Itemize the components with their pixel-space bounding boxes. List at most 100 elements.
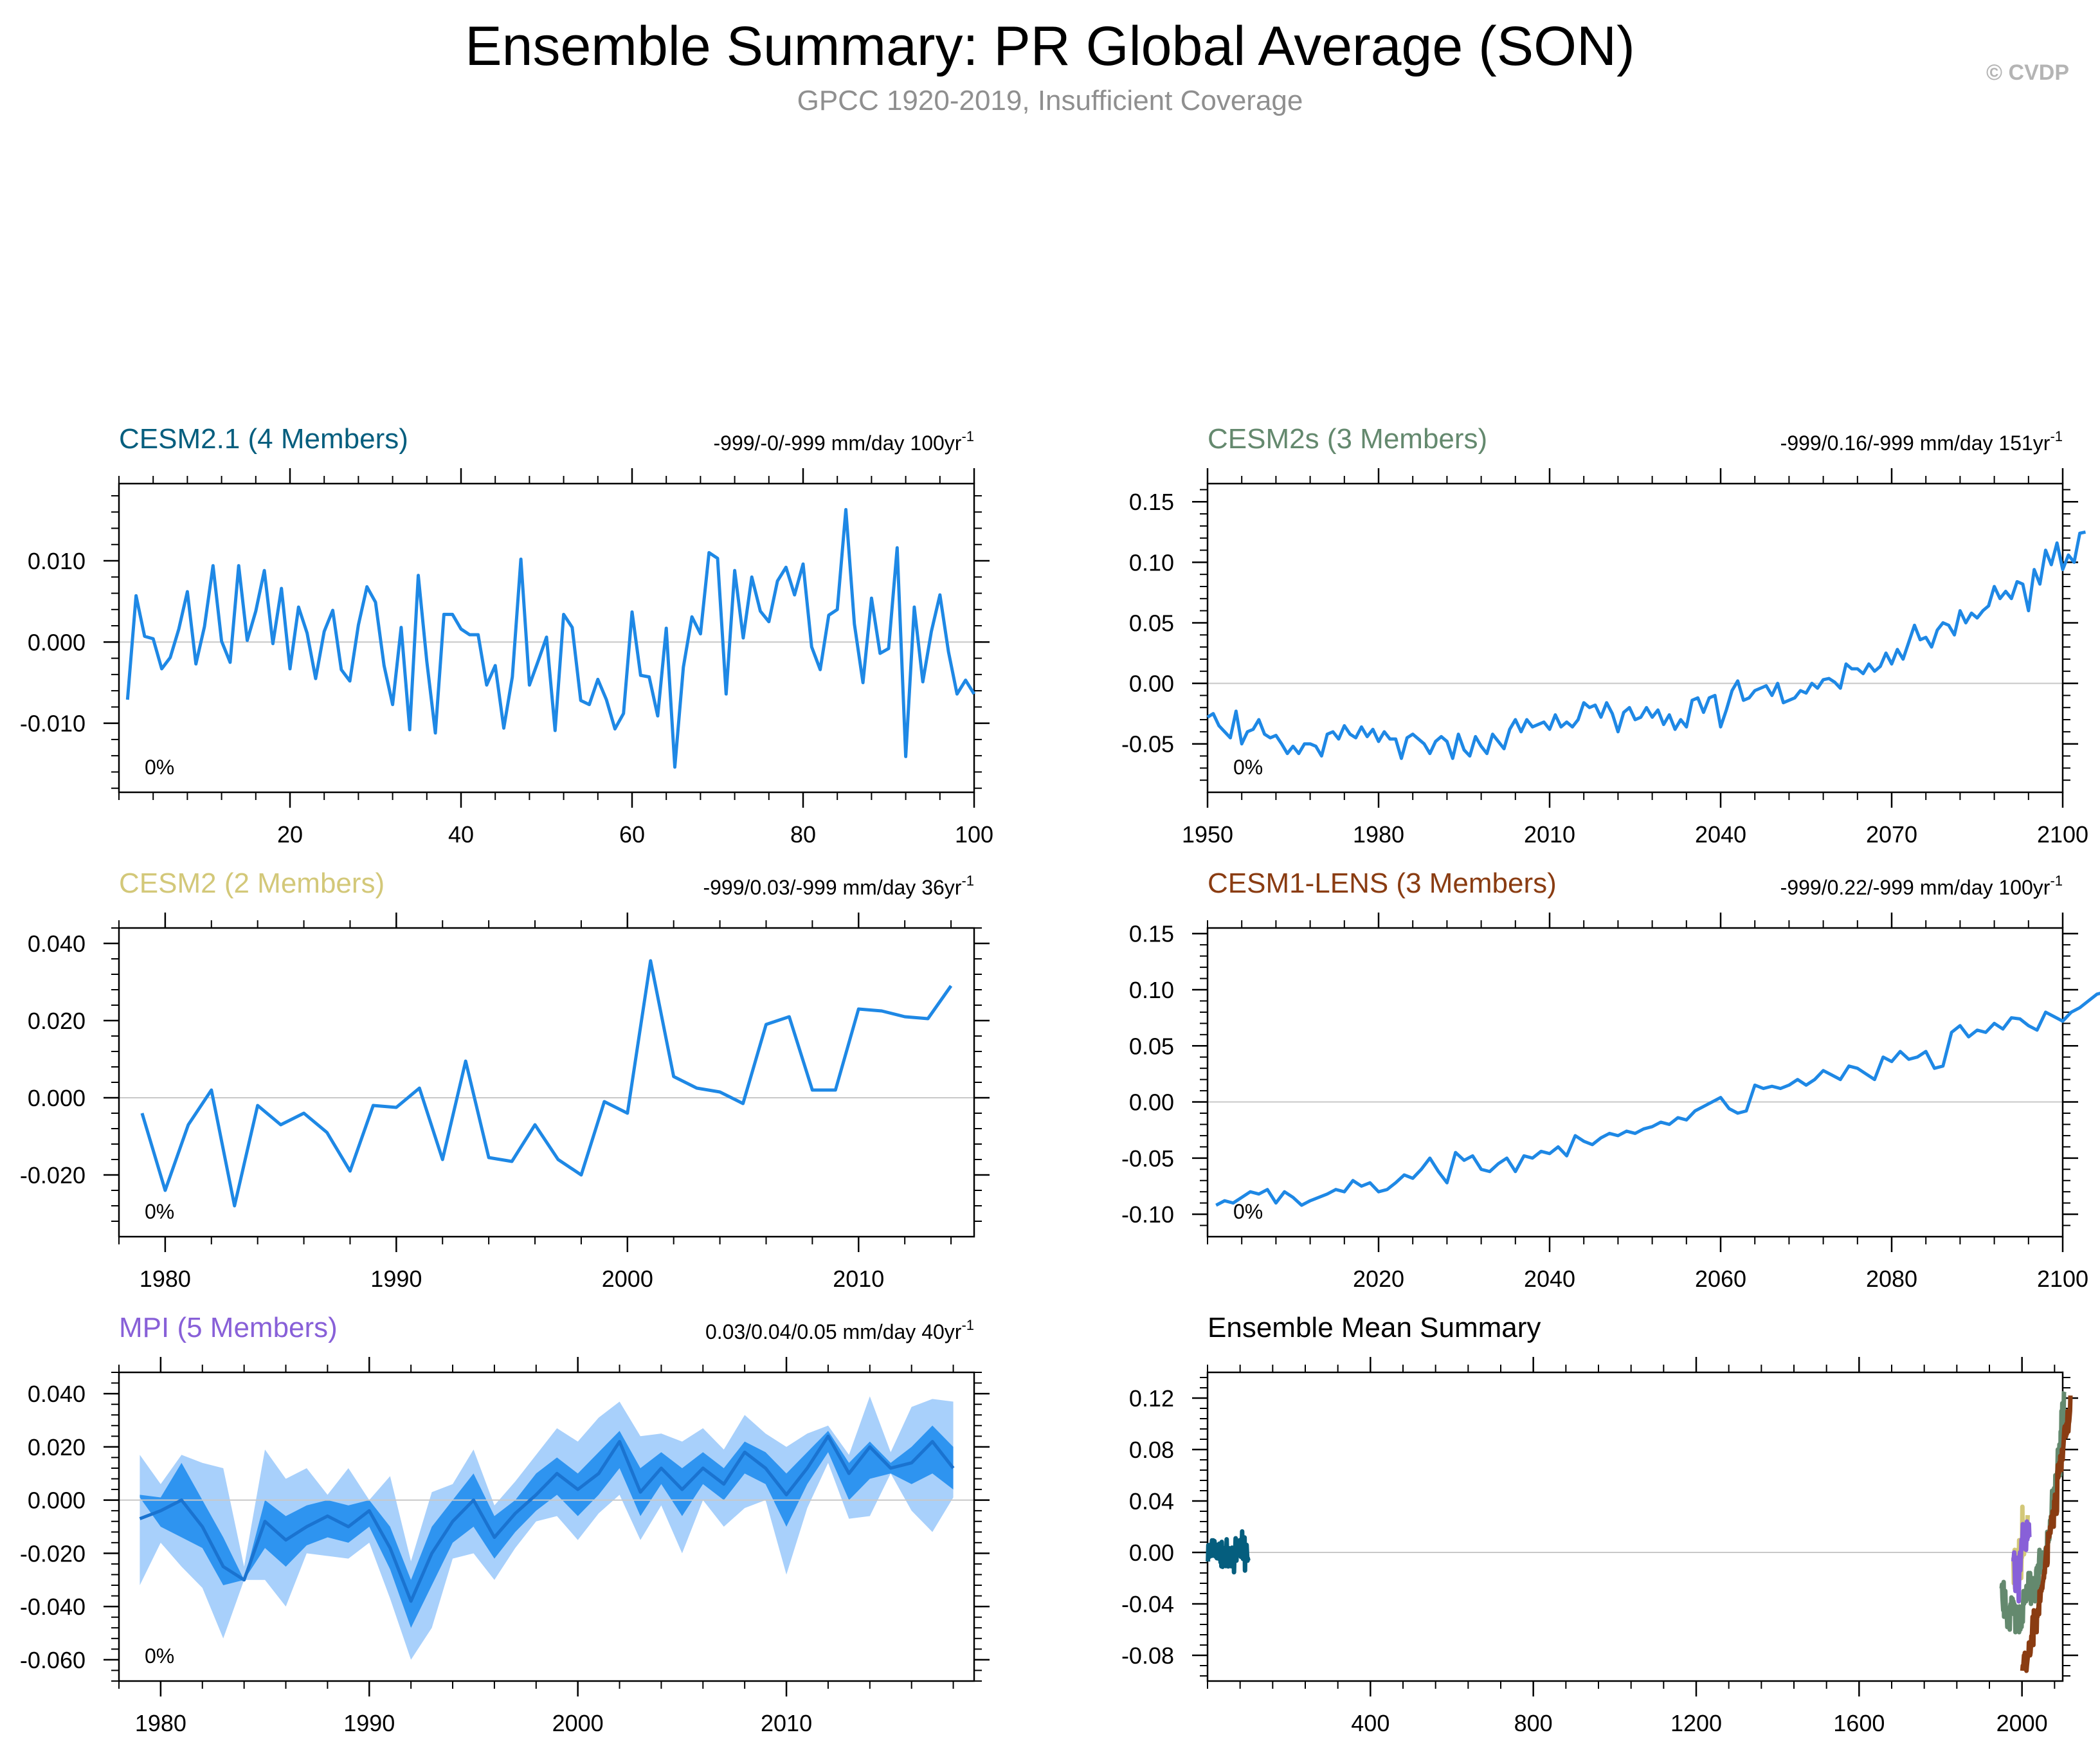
interquartile-band [140, 1425, 954, 1628]
y-tick-label: 0.08 [1129, 1437, 1174, 1463]
figure-title: Ensemble Summary: PR Global Average (SON… [465, 15, 1635, 77]
y-tick-label: -0.020 [20, 1540, 86, 1567]
x-tick-label: 1990 [370, 1266, 422, 1292]
panel-cesm1lens: 2020 2040 2060 2080 2100 -0.10 -0.05 0.00 0.05 0.… [1121, 868, 2100, 1292]
y-tick-label: 0.10 [1129, 977, 1174, 1003]
x-tick-label: 1950 [1182, 821, 1233, 848]
x-tick-label: 2060 [1695, 1266, 1746, 1292]
summary-line-cesm21 [1206, 1529, 1251, 1575]
y-tick-label: 0.00 [1129, 1540, 1174, 1566]
y-tick-label: -0.060 [20, 1647, 86, 1673]
y-tick-label: -0.020 [20, 1162, 86, 1188]
trend-label: -999/0.22/-999 mm/day 100yr-1 [1780, 873, 2063, 899]
y-tick-label: -0.010 [20, 711, 86, 737]
ensemble-mean-line [139, 1434, 955, 1603]
x-tick-label: 20 [277, 821, 303, 848]
series-line-cesm2 [140, 959, 953, 1208]
trend-label: -999/-0/-999 mm/day 100yr-1 [713, 428, 974, 455]
panel-title: CESM2.1 (4 Members) [119, 423, 408, 455]
trend-label: -999/0.03/-999 mm/day 36yr-1 [703, 873, 974, 899]
y-tick-label: 0.15 [1129, 489, 1174, 515]
plot-frame [118, 482, 975, 794]
y-tick-label: -0.05 [1121, 731, 1174, 758]
plot-frame [118, 927, 975, 1238]
coverage-label: 0% [145, 1644, 174, 1668]
x-tick-label: 2100 [2037, 821, 2088, 848]
y-tick-label: 0.15 [1129, 921, 1174, 947]
plot-frame [1206, 1371, 2064, 1682]
y-tick-label: 0.00 [1129, 671, 1174, 697]
y-tick-label: -0.05 [1121, 1145, 1174, 1172]
plot-frame [1206, 482, 2064, 794]
x-tick-label: 80 [790, 821, 816, 848]
figure-subtitle: GPCC 1920-2019, Insufficient Coverage [797, 85, 1303, 116]
plot-frame [1206, 927, 2064, 1238]
panel-cesm2: 1980 1990 2000 2010 -0.020 0.000 0.020 0.040 CES… [20, 868, 990, 1292]
coverage-label: 0% [145, 756, 174, 779]
credit-label: © CVDP [1986, 60, 2069, 85]
y-tick-label: 0.12 [1129, 1385, 1174, 1412]
axes-mpi: 1980 1990 2000 2010 -0.060 -0.040 -0.020 0.000 0… [20, 1312, 990, 1736]
y-tick-label: 0.00 [1129, 1089, 1174, 1116]
x-tick-label: 1980 [140, 1266, 191, 1292]
panel-title: CESM2s (3 Members) [1208, 423, 1487, 455]
y-tick-label: 0.05 [1129, 1033, 1174, 1059]
x-tick-label: 2020 [1353, 1266, 1404, 1292]
trend-label: -999/0.16/-999 mm/day 151yr-1 [1780, 428, 2063, 455]
y-tick-label: -0.10 [1121, 1201, 1174, 1228]
y-tick-label: 0.10 [1129, 549, 1174, 576]
x-tick-label: 400 [1351, 1710, 1389, 1736]
x-tick-label: 2000 [1996, 1710, 2048, 1736]
x-tick-label: 2100 [2037, 1266, 2088, 1292]
x-tick-label: 2010 [761, 1710, 812, 1736]
axes-cesm2s: 1950 1980 2010 2040 2070 2100 -0.05 0.00 0.05 0.1… [1121, 423, 2088, 848]
y-tick-label: 0.020 [28, 1008, 86, 1034]
panel-cesm21: 20 40 60 80 100 -0.010 0.000 0.010 CESM2.1 (4 Me… [20, 423, 993, 848]
y-tick-label: 0.04 [1129, 1488, 1174, 1514]
series-line-cesm2s [1206, 530, 2086, 760]
x-tick-label: 60 [619, 821, 645, 848]
y-tick-label: -0.040 [20, 1594, 86, 1620]
x-tick-label: 2010 [833, 1266, 884, 1292]
panel-title: CESM2 (2 Members) [119, 868, 385, 899]
axes-cesm1lens: 2020 2040 2060 2080 2100 -0.10 -0.05 0.00 0.05 0.… [1121, 868, 2088, 1292]
x-tick-label: 1980 [135, 1710, 186, 1736]
series-line-cesm21 [125, 507, 976, 769]
axes-summary: 400 800 1200 1600 2000 -0.08 -0.04 0.00 0.04 0.08… [1121, 1312, 2078, 1736]
axes-cesm21: 20 40 60 80 100 -0.010 0.000 0.010 CESM2.1 (4 Me… [20, 423, 993, 848]
x-tick-label: 2040 [1524, 1266, 1575, 1292]
panel-cesm2s: 1950 1980 2010 2040 2070 2100 -0.05 0.00 0.05 0.1… [1121, 423, 2088, 848]
x-tick-label: 1600 [1833, 1710, 1885, 1736]
x-tick-label: 2000 [602, 1266, 653, 1292]
x-tick-label: 1990 [343, 1710, 395, 1736]
x-tick-label: 2080 [1866, 1266, 1917, 1292]
x-tick-label: 40 [448, 821, 474, 848]
y-tick-label: 0.05 [1129, 610, 1174, 636]
series-line-cesm1lens [1215, 992, 2100, 1207]
y-tick-label: 0.000 [28, 1487, 86, 1514]
panel-title: MPI (5 Members) [119, 1312, 338, 1343]
y-tick-label: 0.040 [28, 1381, 86, 1407]
y-tick-label: 0.020 [28, 1434, 86, 1460]
plot-frame [118, 1371, 975, 1682]
axes-cesm2: 1980 1990 2000 2010 -0.020 0.000 0.020 0.040 CES… [20, 868, 990, 1292]
coverage-label: 0% [1233, 1200, 1263, 1223]
y-tick-label: 0.040 [28, 931, 86, 957]
x-tick-label: 1980 [1353, 821, 1404, 848]
x-tick-label: 2000 [552, 1710, 604, 1736]
y-tick-label: 0.010 [28, 548, 86, 574]
panel-mpi: 1980 1990 2000 2010 -0.060 -0.040 -0.020 0.000 0… [20, 1312, 990, 1736]
y-tick-label: -0.08 [1121, 1642, 1174, 1669]
x-tick-label: 800 [1514, 1710, 1553, 1736]
y-tick-label: 0.000 [28, 1085, 86, 1111]
y-tick-label: -0.04 [1121, 1591, 1174, 1617]
panel-title: CESM1-LENS (3 Members) [1208, 868, 1557, 899]
x-tick-label: 2010 [1524, 821, 1575, 848]
trend-label: 0.03/0.04/0.05 mm/day 40yr-1 [705, 1317, 974, 1343]
summary-line-mpi [2011, 1519, 2032, 1604]
x-tick-label: 1200 [1670, 1710, 1722, 1736]
panel-summary: 400 800 1200 1600 2000 -0.08 -0.04 0.00 0.04 0.08… [1121, 1312, 2078, 1736]
coverage-label: 0% [145, 1200, 174, 1223]
